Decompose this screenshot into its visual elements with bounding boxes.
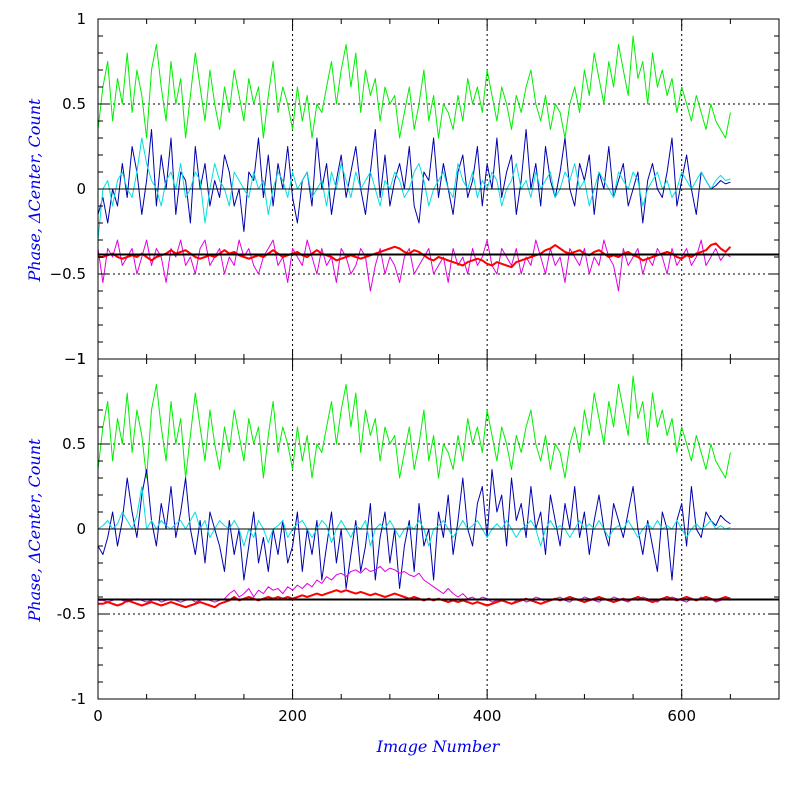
series-red-line <box>98 242 732 269</box>
y-tick-label: 1 <box>76 350 86 368</box>
y-tick-label: −1 <box>64 350 86 368</box>
y-tick-label: 0.5 <box>62 95 86 113</box>
x-tick-label: 400 <box>473 707 502 725</box>
y-tick-label: 0 <box>76 180 86 198</box>
series-cyan-line <box>97 486 731 547</box>
x-tick-label: 0 <box>93 707 103 725</box>
y-tick-label: -1 <box>71 690 86 708</box>
y-tick-label: −0.5 <box>50 265 86 283</box>
x-tick-label: 600 <box>667 707 696 725</box>
y-tick-label: 0 <box>76 520 86 538</box>
x-tick-label: 200 <box>278 707 307 725</box>
y-axis-title: Phase, ΔCenter, Count <box>25 438 44 622</box>
y-axis-title: Phase, ΔCenter, Count <box>25 98 44 282</box>
bottom-panel: -1 -0.5 0 0.5 1 0 200 400 600 Phase, ΔCenter, Cou… <box>25 350 780 725</box>
series-blue-line <box>97 129 731 232</box>
top-panel: −1 −0.5 0 0.5 1 Phase, ΔCenter, Count <box>25 10 780 368</box>
y-tick-label: 0.5 <box>62 435 86 453</box>
series-cyan-line <box>97 137 731 241</box>
series-green-line <box>97 375 731 479</box>
y-tick-label: 1 <box>76 10 86 28</box>
x-axis-title: Image Number <box>376 737 501 756</box>
y-tick-label: -0.5 <box>57 605 86 623</box>
series-green-line <box>97 35 731 139</box>
series-magenta-line <box>97 239 731 292</box>
